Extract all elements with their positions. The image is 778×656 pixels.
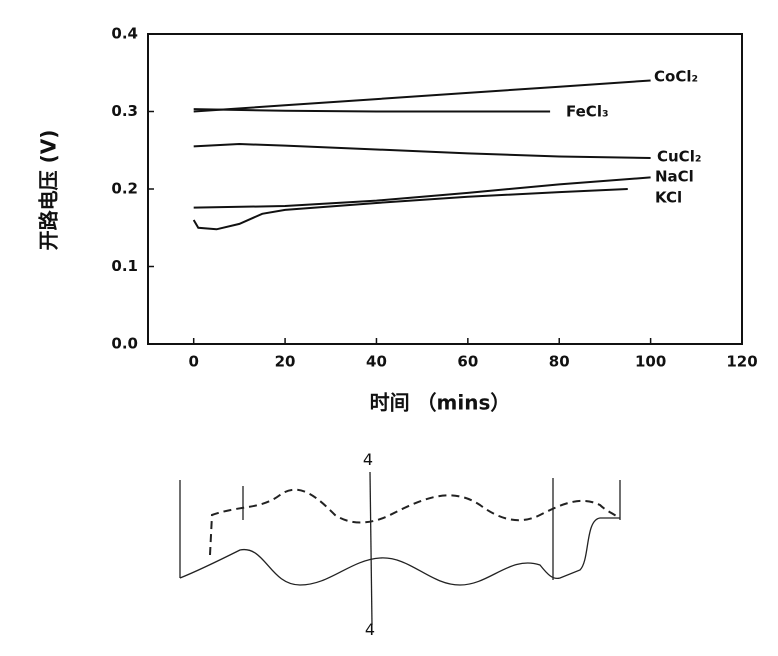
- x-tick-label: 20: [275, 353, 296, 371]
- solid-profile: [179, 517, 620, 586]
- series-line: [193, 143, 651, 159]
- series-line: [192, 188, 628, 231]
- section-line: [369, 471, 373, 626]
- y-tick-label: 0.4: [111, 25, 138, 43]
- series-label: CoCl₂: [654, 68, 698, 86]
- x-tick-label: 120: [726, 353, 757, 371]
- x-tick-label: 80: [549, 353, 570, 371]
- x-tick-label: 100: [635, 353, 666, 371]
- diagram-label: 4: [365, 620, 375, 639]
- diagram-label: 4: [363, 450, 373, 469]
- series-label: KCl: [655, 189, 682, 207]
- series-line: [193, 79, 651, 113]
- plot-frame: [147, 33, 743, 345]
- series-line: [193, 176, 651, 209]
- series-label: NaCl: [655, 168, 694, 186]
- y-axis-label: 开路电压 (V): [37, 130, 61, 251]
- y-tick-label: 0.1: [111, 257, 138, 275]
- x-axis-label: 时间 （mins）: [370, 391, 511, 415]
- x-tick-label: 0: [188, 353, 198, 371]
- x-tick-label: 40: [366, 353, 387, 371]
- y-tick-label: 0.2: [111, 180, 138, 198]
- diagram: 4 4: [179, 450, 621, 639]
- series-label: FeCl₃: [566, 103, 609, 121]
- dashed-profile: [209, 488, 621, 556]
- y-tick-label: 0.3: [111, 102, 138, 120]
- y-tick-label: 0.0: [111, 335, 138, 353]
- x-tick-label: 60: [457, 353, 478, 371]
- series-line: [193, 108, 551, 113]
- series-label: CuCl₂: [657, 148, 701, 166]
